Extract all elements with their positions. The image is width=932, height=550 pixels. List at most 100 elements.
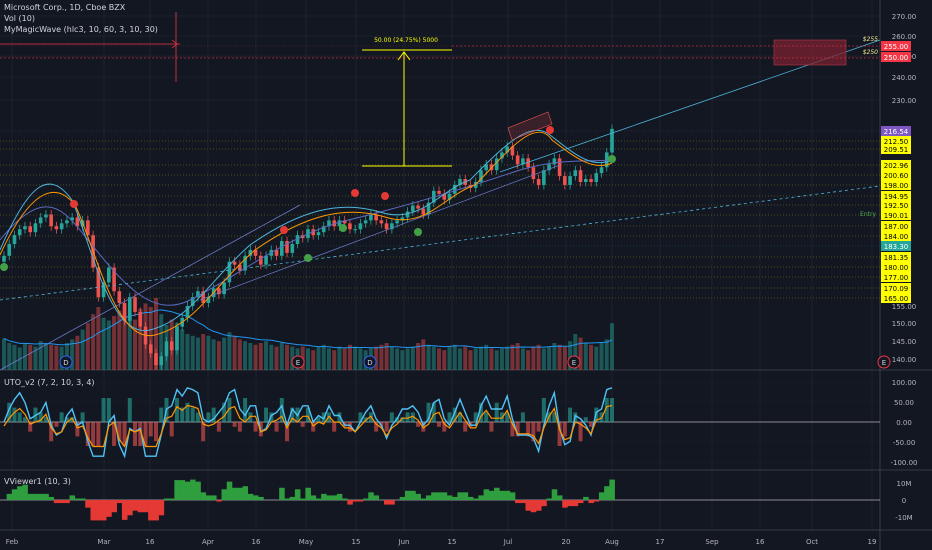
candle-body [175, 326, 179, 351]
volume-bar [358, 348, 363, 370]
vviewer-bar [153, 500, 159, 521]
price-label-text: 190.01 [884, 212, 909, 220]
lower-channel-line[interactable] [199, 164, 561, 301]
time-tick-label: 16 [252, 538, 261, 546]
uto-histogram-bar [337, 412, 342, 422]
time-axis[interactable]: Feb Mar 16 Apr 16 May 15 Jun 15 Jul 20 Aug 17 Sep 16 Oc… [6, 538, 877, 546]
target-zone-box[interactable] [773, 39, 847, 66]
uto-histogram-bar [222, 402, 227, 422]
uto-histogram-bar [28, 422, 33, 432]
volume-bar [610, 323, 614, 370]
candle-body [17, 229, 22, 236]
uto-tick-label: 0.00 [896, 419, 912, 427]
signal-dot-sell [546, 126, 554, 134]
price-label-box [881, 160, 911, 170]
candle-body [500, 152, 504, 159]
candle-body [12, 235, 17, 244]
uto-histogram-bar [531, 422, 536, 442]
vviewer-bar [494, 487, 500, 500]
time-tick-label: May [299, 538, 313, 546]
uto-histogram-bar [610, 398, 614, 422]
volume-bar [395, 348, 400, 370]
signal-dot-sell [351, 189, 359, 197]
volume-bar [410, 346, 415, 370]
vviewer-bar [604, 486, 610, 500]
volume-bar [337, 346, 342, 370]
vviewer-bar [252, 495, 259, 500]
vviewer-tick-label: 10M [897, 480, 912, 488]
support-trend-line[interactable] [0, 185, 881, 301]
volume-bar [447, 346, 452, 370]
uto-histogram-bar [494, 402, 499, 422]
vviewer-bar [483, 489, 490, 500]
uto-histogram-bar [80, 412, 85, 422]
symbol-title[interactable]: Microsoft Corp., 1D, Cboe BZX [4, 3, 126, 12]
volume-bar [374, 346, 379, 370]
vviewer-bar [95, 500, 102, 521]
magicwave-indicator-title[interactable]: MyMagicWave (hlc3, 10, 60, 3, 10, 30) [4, 25, 158, 34]
uto-histogram-bar [583, 417, 588, 422]
uto-histogram-bar [127, 398, 132, 422]
vviewer-bar [85, 500, 91, 508]
uto-histogram-bar [169, 422, 174, 437]
vviewer-bar [467, 496, 474, 500]
uto-histogram-bar [85, 422, 90, 446]
candle-body [75, 217, 80, 227]
uto-histogram-bar [416, 422, 421, 427]
volume-bar [437, 348, 442, 370]
vviewer-bar [384, 500, 390, 505]
chart-legend: Microsoft Corp., 1D, Cboe BZX Vol (10) M… [4, 2, 158, 35]
vviewer-bar [258, 496, 264, 500]
uto-histogram-bar [49, 422, 54, 442]
uto-tick-label: -50.00 [893, 439, 916, 447]
uto-histogram-bar [589, 422, 594, 427]
vviewer-bar [488, 490, 495, 500]
uto-histogram-bar [232, 422, 237, 427]
volume-bar [70, 339, 75, 370]
vviewer-bar [38, 493, 44, 500]
uto-histogram-bar [43, 417, 48, 422]
vviewer-bar [368, 492, 374, 500]
candle-body [196, 291, 200, 298]
volume-bar [416, 343, 421, 370]
channel-line[interactable] [0, 204, 301, 371]
uto-histogram-bar [201, 422, 206, 442]
uto-histogram-bar [463, 422, 468, 432]
volume-indicator-title[interactable]: Vol (10) [4, 14, 35, 23]
uto-histogram-bar [96, 422, 101, 446]
uto-histogram-bar [195, 412, 200, 422]
vviewer-bar [100, 500, 107, 521]
candle-body [169, 341, 174, 351]
candle-body [599, 167, 604, 174]
vviewer-bar [551, 489, 558, 500]
uto-histogram-bar [489, 422, 494, 432]
vviewer-bar [572, 500, 579, 507]
uto-histogram-bar [133, 422, 138, 446]
vviewer-bar [305, 487, 311, 500]
volume-bar [599, 343, 604, 370]
vviewer-bar [583, 496, 589, 500]
volume-bar [101, 317, 106, 370]
vviewer-bar [53, 500, 60, 504]
vviewer-bar [598, 492, 605, 500]
candle-body [374, 214, 378, 221]
volume-bar [347, 344, 352, 370]
price-axis[interactable]: 270.00 260.00 250.00 240.00 230.00 155.00 150.… [881, 13, 918, 522]
candle-body [274, 249, 279, 256]
candle-body [23, 226, 27, 230]
price-label-text: 187.00 [884, 223, 909, 231]
vviewer-bar [520, 500, 526, 504]
volume-bar [384, 343, 389, 370]
wave-line-fast [0, 129, 613, 332]
vviewer-bar [399, 496, 406, 500]
time-tick-label: 20 [562, 538, 571, 546]
volume-bar [75, 335, 80, 370]
vviewer-bar [567, 500, 573, 507]
uto-histogram-bar [285, 422, 290, 442]
volume-bar [190, 335, 195, 370]
vviewer-bar [389, 500, 395, 505]
uto-fast-line [3, 386, 613, 459]
uto-histogram-bar [227, 398, 232, 422]
